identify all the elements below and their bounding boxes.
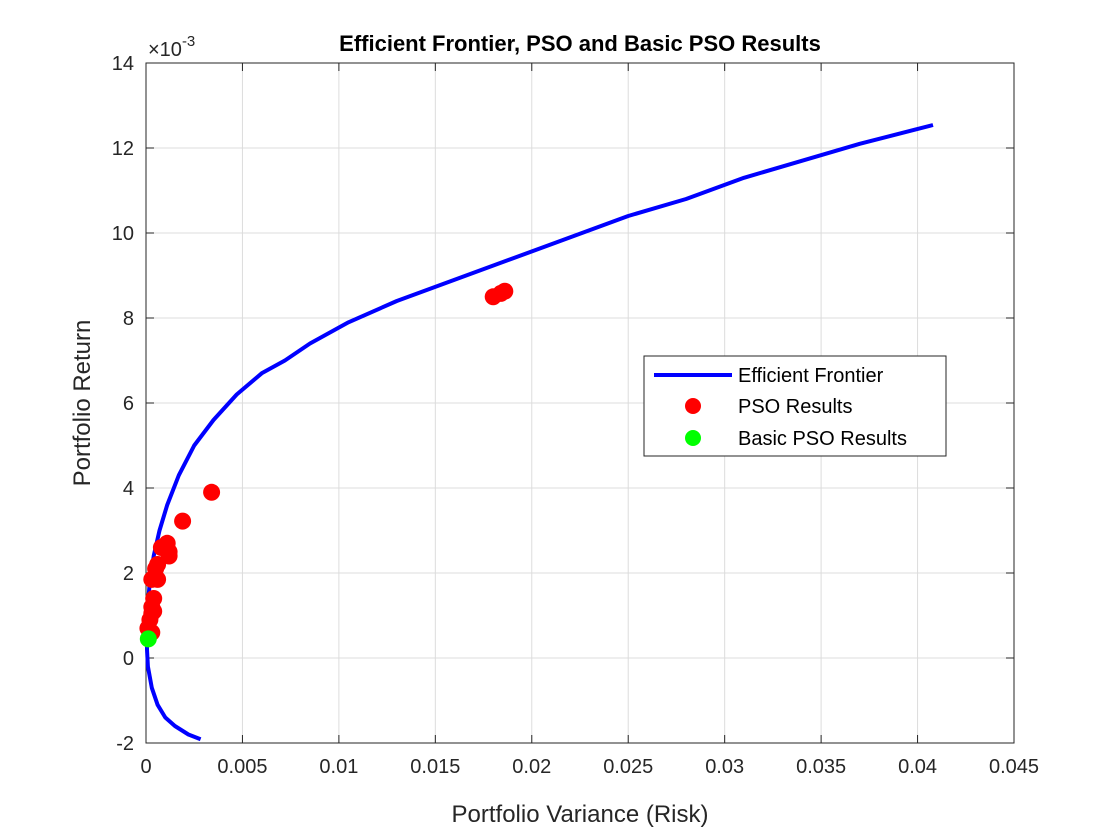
x-tick-label: 0.025 — [603, 756, 653, 778]
legend-swatch-pso-results — [685, 398, 701, 414]
pso-result-point — [174, 512, 192, 530]
legend-label-efficient-frontier: Efficient Frontier — [738, 365, 884, 387]
x-tick-label: 0.04 — [898, 756, 937, 778]
x-axis-ticks: 0 0.005 0.01 0.015 0.02 0.025 0.03 0.035 0.04 0.0… — [140, 63, 1039, 778]
y-tick-label: 4 — [123, 478, 134, 500]
y-tick-label: -2 — [116, 733, 134, 755]
legend-swatch-basic-pso-results — [685, 430, 701, 446]
y-tick-label: 0 — [123, 648, 134, 670]
x-axis-label: Portfolio Variance (Risk) — [452, 801, 709, 828]
y-tick-label: 10 — [112, 223, 134, 245]
basic-pso-result-point — [139, 630, 157, 648]
pso-result-point — [145, 590, 163, 607]
y-tick-label: 6 — [123, 393, 134, 415]
pso-result-point — [145, 602, 163, 620]
y-tick-label: 2 — [123, 563, 134, 585]
x-tick-label: 0.01 — [319, 756, 358, 778]
y-axis-exponent-base: ×10 — [148, 39, 182, 61]
x-tick-label: 0 — [140, 756, 151, 778]
pso-result-point — [203, 483, 221, 501]
y-axis-label: Portfolio Return — [69, 320, 96, 487]
x-tick-label: 0.045 — [989, 756, 1039, 778]
legend-label-pso-results: PSO Results — [738, 396, 852, 418]
y-tick-label: 12 — [112, 138, 134, 160]
pso-result-point — [160, 547, 178, 565]
y-axis-exponent-power: -3 — [182, 33, 195, 50]
efficient-frontier-series — [145, 123, 934, 742]
x-tick-label: 0.03 — [705, 756, 744, 778]
x-tick-label: 0.005 — [217, 756, 267, 778]
x-tick-label: 0.02 — [512, 756, 551, 778]
legend-label-basic-pso-results: Basic PSO Results — [738, 428, 907, 450]
y-tick-label: 14 — [112, 53, 134, 75]
pso-result-point — [496, 282, 514, 300]
basic-pso-results-series — [139, 630, 157, 648]
x-tick-label: 0.015 — [410, 756, 460, 778]
y-tick-label: 8 — [123, 308, 134, 330]
y-axis-ticks: -2 0 2 4 6 8 10 12 14 — [112, 53, 1014, 755]
y-axis-exponent: ×10-3 — [148, 33, 195, 61]
chart-title: Efficient Frontier, PSO and Basic PSO Re… — [339, 31, 821, 56]
x-tick-label: 0.035 — [796, 756, 846, 778]
legend: Efficient Frontier PSO Results Basic PSO… — [643, 355, 947, 457]
efficient-frontier-line — [145, 123, 934, 742]
